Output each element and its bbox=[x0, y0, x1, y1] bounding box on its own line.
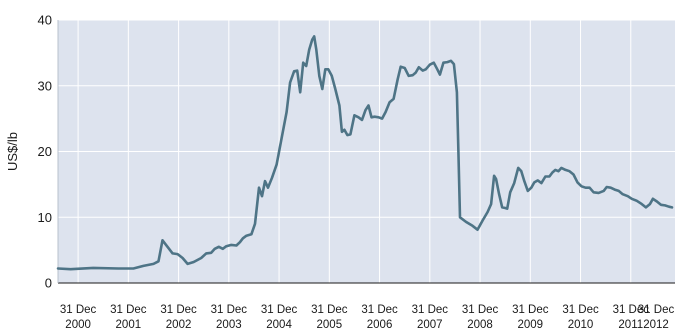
x-tick-label: 31 Dec 2007 bbox=[412, 304, 449, 331]
axes bbox=[57, 20, 675, 284]
x-tick-label: 31 Dec 2001 bbox=[110, 304, 147, 331]
y-tick-label: 0 bbox=[45, 276, 52, 291]
y-tick-label: 40 bbox=[38, 13, 52, 28]
y-tick-labels: 0 10 20 30 40 bbox=[38, 13, 52, 291]
x-tick-label: 31 Dec 2008 bbox=[462, 304, 499, 331]
price-series-line bbox=[56, 35, 674, 271]
y-tick-label: 10 bbox=[38, 210, 52, 225]
y-tick-label: 20 bbox=[38, 144, 52, 159]
x-tick-label: 31 Dec 2011 bbox=[613, 304, 650, 331]
x-tick-label: 31 Dec 2003 bbox=[211, 304, 248, 331]
x-tick-label: 31 Dec 2004 bbox=[261, 304, 298, 331]
x-tick-labels: 31 Dec 2000 31 Dec 2001 31 Dec 2002 31 Dec 2003… bbox=[60, 304, 675, 331]
x-tick-label: 31 Dec 2006 bbox=[361, 304, 398, 331]
y-tick-label: 30 bbox=[38, 78, 52, 93]
x-tick-label: 31 Dec 2009 bbox=[512, 304, 549, 331]
y-axis-label: US$/lb bbox=[5, 132, 20, 171]
x-tick-label: 31 Dec 2002 bbox=[160, 304, 197, 331]
x-tick-label: 31 Dec 2010 bbox=[562, 304, 599, 331]
x-tick-label: 31 Dec 2012 bbox=[638, 304, 675, 331]
x-tick-label: 31 Dec 2000 bbox=[60, 304, 97, 331]
x-tick-label: 31 Dec 2005 bbox=[311, 304, 348, 331]
gridlines bbox=[58, 19, 675, 283]
